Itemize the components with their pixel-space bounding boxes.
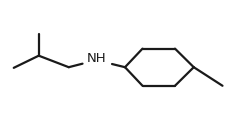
Text: NH: NH [86,52,106,65]
